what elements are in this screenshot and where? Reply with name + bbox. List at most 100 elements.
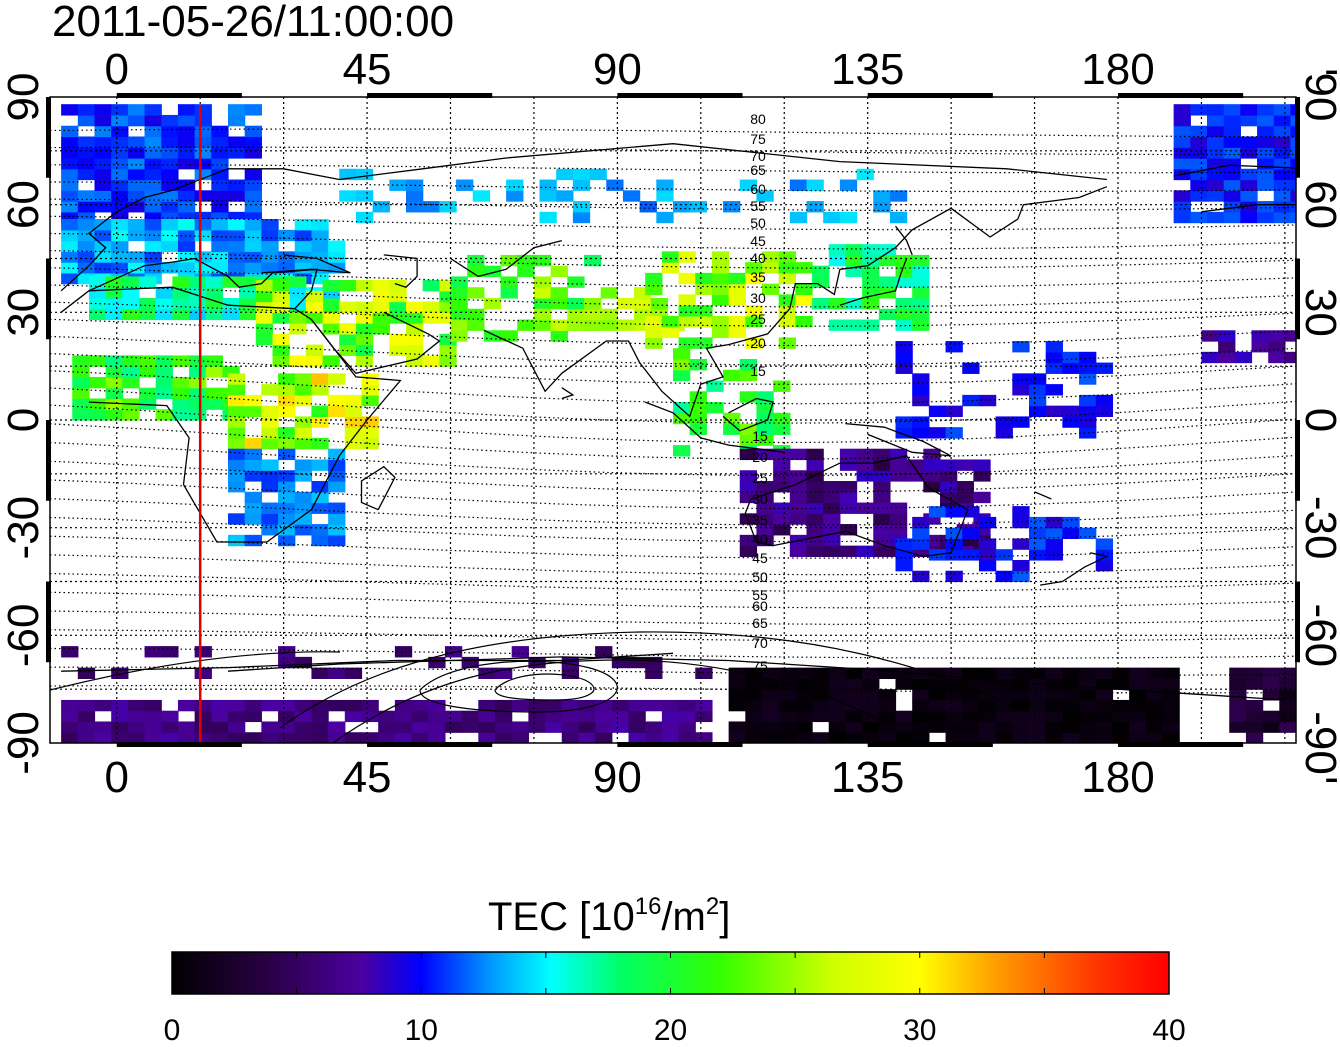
tec-cell — [389, 312, 407, 324]
tec-cell — [1201, 351, 1219, 364]
tec-cell — [322, 312, 340, 324]
tec-cell — [239, 297, 257, 310]
tec-cell — [745, 315, 763, 328]
tec-cell — [244, 513, 262, 525]
tec-cell — [1029, 699, 1047, 712]
tec-cell — [194, 136, 212, 148]
tec-cell — [795, 315, 813, 328]
tec-cell — [1062, 678, 1080, 690]
colorbar-tick-label: 0 — [164, 1014, 181, 1042]
tec-cell — [406, 301, 424, 313]
tec-cell — [828, 254, 847, 267]
mag-lat-contour — [50, 232, 1296, 250]
tec-cell — [272, 280, 290, 292]
tec-cell — [778, 262, 796, 274]
tec-cell — [1223, 168, 1241, 181]
tec-cell — [762, 251, 780, 263]
tec-cell — [428, 721, 446, 733]
tec-cell — [255, 312, 274, 324]
tec-cell — [1318, 352, 1335, 363]
tec-cell — [572, 179, 591, 191]
tec-cell — [1190, 147, 1208, 159]
tec-cell — [161, 190, 179, 202]
tec-cell — [1313, 689, 1330, 700]
tec-cell — [584, 308, 602, 321]
tec-cell — [945, 732, 963, 743]
tec-cell — [500, 287, 518, 299]
tec-cell — [161, 114, 179, 127]
tec-cell — [1095, 405, 1114, 418]
tec-cell — [127, 699, 146, 712]
scale-bar — [46, 420, 51, 501]
tec-cell — [172, 355, 190, 367]
tec-cell — [1207, 104, 1225, 116]
tec-cell — [105, 366, 123, 378]
tec-cell — [678, 721, 696, 733]
tec-cell — [361, 427, 379, 439]
scale-bar — [46, 258, 51, 340]
tec-cell — [839, 211, 858, 224]
tec-cell — [294, 656, 313, 669]
tec-cell — [806, 448, 824, 461]
tec-cell — [467, 265, 485, 278]
tec-cell — [828, 721, 847, 733]
tec-cell — [912, 710, 930, 723]
tec-cell — [862, 678, 880, 690]
tec-cell — [895, 319, 913, 331]
tec-cell — [1062, 362, 1080, 374]
tec-cell — [923, 459, 941, 471]
map-area: 8075706560555045403530252015152025303540… — [50, 97, 1335, 743]
tec-cell — [77, 104, 96, 116]
tec-cell — [294, 240, 313, 252]
tec-cell — [122, 376, 140, 389]
tec-cell — [873, 448, 891, 461]
tec-cell — [1173, 114, 1191, 127]
tec-cell — [778, 689, 796, 701]
tec-cell — [61, 229, 79, 242]
tec-cell — [289, 323, 307, 335]
mag-lat-label: 50 — [752, 569, 768, 585]
tec-cell — [1079, 699, 1097, 712]
tec-cell — [539, 190, 557, 202]
tec-cell — [261, 524, 279, 536]
tec-cell — [244, 179, 262, 191]
tec-data-layer — [61, 104, 1335, 743]
tec-cell — [155, 409, 173, 421]
tec-cell — [728, 283, 746, 295]
tec-cell — [127, 179, 146, 191]
tec-cell — [778, 710, 796, 723]
tec-cell — [1207, 125, 1225, 138]
mag-lat-contour — [50, 164, 1296, 174]
tec-cell — [1062, 699, 1080, 712]
tec-cell — [278, 710, 296, 723]
tec-cell — [411, 710, 429, 723]
tec-cell — [611, 721, 630, 733]
tec-cell — [1190, 211, 1208, 224]
tec-cell — [634, 297, 652, 310]
tec-cell — [244, 168, 262, 181]
tec-cell — [778, 732, 796, 743]
tec-cell — [289, 276, 307, 288]
tec-cell — [567, 308, 585, 321]
tec-cell — [428, 732, 446, 743]
tec-cell — [906, 545, 924, 557]
tec-cell — [172, 287, 190, 299]
tec-cell — [1079, 710, 1097, 723]
tec-cell — [756, 402, 774, 414]
tec-cell — [1029, 405, 1047, 418]
tec-cell — [111, 104, 129, 116]
tec-cell — [294, 732, 313, 743]
tec-cell — [72, 387, 90, 400]
mag-lat-label: 80 — [750, 111, 766, 127]
tec-cell — [155, 287, 173, 299]
tec-cell — [88, 276, 107, 288]
tec-cell — [339, 333, 357, 346]
tec-cell — [272, 333, 290, 346]
tec-cell — [673, 348, 691, 360]
tec-cell — [1162, 710, 1180, 723]
tec-cell — [261, 427, 279, 439]
tec-cell — [61, 104, 79, 116]
coastline — [845, 422, 952, 457]
tec-cell — [361, 384, 379, 396]
tec-cell — [228, 699, 246, 712]
